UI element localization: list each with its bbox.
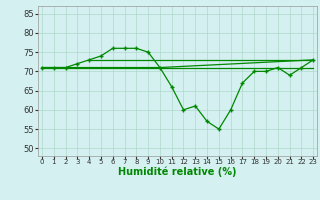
X-axis label: Humidité relative (%): Humidité relative (%) — [118, 166, 237, 177]
